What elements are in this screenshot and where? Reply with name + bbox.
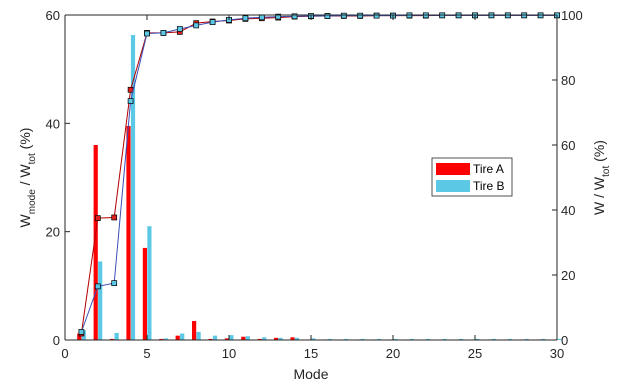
bar-tire-a-mode-4 [126, 126, 131, 340]
bar-tire-a-mode-13 [274, 337, 279, 340]
cumulative-marker-tire-a-mode-4 [127, 86, 134, 93]
x-tick-label-0: 0 [61, 346, 68, 361]
cumulative-marker-tire-b-mode-14 [291, 13, 298, 20]
cumulative-marker-tire-b-mode-18 [357, 12, 364, 19]
bar-tire-a-mode-6 [159, 338, 164, 340]
x-axis-label: Mode [293, 366, 328, 382]
y-right-tick-label-20: 20 [561, 268, 575, 283]
x-tick-label-20: 20 [386, 346, 400, 361]
y-right-tick-label-100: 100 [561, 8, 583, 23]
y-left-tick-label-0: 0 [53, 333, 60, 348]
cumulative-marker-tire-b-mode-11 [242, 15, 249, 22]
cumulative-marker-tire-b-mode-4 [127, 98, 134, 104]
bar-tire-b-mode-12 [262, 337, 267, 340]
bar-tire-b-mode-10 [229, 335, 234, 341]
bar-tire-b-mode-24 [458, 338, 464, 340]
bar-tire-b-mode-2 [98, 261, 103, 340]
legend: Tire A Tire B [431, 157, 513, 197]
bar-tire-a-mode-3 [110, 338, 115, 340]
bar-tire-b-mode-15 [311, 338, 316, 341]
x-tick-label-30: 30 [550, 346, 564, 361]
cumulative-marker-tire-b-mode-3 [111, 280, 118, 286]
y-right-tick-label-40: 40 [561, 203, 575, 218]
cumulative-marker-tire-b-mode-5 [144, 30, 150, 37]
x-tick-label-5: 5 [143, 346, 150, 361]
bar-tire-b-mode-7 [180, 333, 185, 340]
bar-tire-b-mode-17 [344, 338, 349, 340]
bar-tire-b-mode-28 [524, 338, 529, 340]
bar-tire-b-mode-5 [147, 226, 152, 340]
bar-tire-b-mode-18 [360, 338, 365, 340]
cumulative-marker-tire-a-mode-3 [111, 214, 118, 221]
y-left-label-tail: (%) [17, 128, 33, 154]
bar-tire-a-mode-5 [142, 247, 147, 340]
y-right-tick-label-80: 80 [561, 73, 575, 88]
legend-swatch-tire-a [436, 163, 470, 175]
y-left-tick-label-20: 20 [46, 225, 60, 240]
bar-tire-b-mode-26 [491, 338, 496, 340]
x-tick-label-10: 10 [222, 346, 236, 361]
cumulative-marker-tire-b-mode-6 [160, 30, 167, 36]
bar-tire-b-mode-29 [540, 338, 546, 340]
bar-tire-a-mode-7 [175, 335, 180, 340]
cumulative-marker-tire-b-mode-1 [78, 329, 85, 335]
y-left-label-main: W [17, 213, 33, 227]
cumulative-marker-tire-b-mode-12 [258, 14, 265, 21]
cumulative-marker-tire-b-mode-7 [176, 26, 183, 32]
bar-tire-a-mode-2 [93, 145, 98, 340]
bar-tire-b-mode-8 [196, 331, 201, 341]
y-right-label-main: W / W [591, 176, 607, 215]
x-tick-label-15: 15 [304, 346, 318, 361]
cumulative-marker-tire-b-mode-9 [209, 19, 216, 25]
bar-tire-b-mode-14 [294, 337, 300, 340]
bar-tire-a-mode-8 [192, 321, 197, 340]
bar-tire-b-mode-11 [245, 336, 250, 340]
bar-tire-b-mode-21 [409, 338, 414, 340]
y-left-tick-label-40: 40 [46, 116, 60, 131]
bar-tire-b-mode-3 [114, 332, 119, 340]
cumulative-marker-tire-b-mode-17 [340, 12, 347, 19]
bar-tire-b-mode-30 [557, 338, 562, 340]
bar-tire-b-mode-13 [278, 337, 283, 340]
cumulative-marker-tire-b-mode-8 [193, 22, 200, 29]
bar-tire-b-mode-4 [130, 35, 136, 340]
y-axis-left-label: Wmode / Wtot (%) [17, 128, 38, 228]
bar-tire-b-mode-23 [442, 338, 447, 340]
y-axis-right-label: W / Wtot (%) [591, 140, 612, 215]
y-left-label-sub1: mode [27, 189, 38, 214]
y-right-tick-label-0: 0 [561, 333, 568, 348]
bar-tire-a-mode-14 [290, 337, 295, 340]
bar-tire-b-mode-22 [426, 338, 431, 340]
x-tick-label-25: 25 [468, 346, 482, 361]
bar-tire-b-mode-25 [475, 338, 480, 340]
cumulative-marker-tire-b-mode-2 [94, 283, 101, 290]
legend-swatch-tire-b [436, 180, 470, 192]
y-left-label-sub2: tot [27, 153, 38, 164]
bar-tire-b-mode-19 [376, 338, 382, 340]
y-right-tick-label-60: 60 [561, 138, 575, 153]
cumulative-marker-tire-a-mode-2 [94, 215, 101, 221]
cumulative-marker-tire-b-mode-13 [275, 13, 282, 20]
bar-tire-a-mode-1 [77, 333, 82, 340]
bar-tire-b-mode-6 [163, 338, 168, 341]
y-right-label-tail: (%) [591, 140, 607, 166]
legend-label-tire-a: Tire A [473, 162, 504, 176]
bar-tire-a-mode-9 [208, 338, 213, 340]
legend-label-tire-b: Tire B [473, 179, 505, 193]
cumulative-marker-tire-b-mode-16 [324, 13, 331, 19]
bar-tire-a-mode-11 [241, 336, 246, 340]
bar-tire-b-mode-16 [327, 338, 332, 340]
bar-tire-b-mode-9 [212, 335, 218, 340]
bar-tire-a-mode-12 [257, 338, 262, 340]
bars-layer [77, 35, 562, 341]
bar-tire-b-mode-20 [393, 338, 398, 340]
cumulative-marker-tire-b-mode-19 [373, 12, 380, 19]
bar-tire-a-mode-10 [224, 338, 229, 341]
y-left-label-mid: / W [17, 164, 33, 190]
y-left-tick-label-60: 60 [46, 8, 60, 23]
y-right-label-sub: tot [601, 166, 612, 177]
bar-tire-b-mode-27 [508, 338, 513, 340]
